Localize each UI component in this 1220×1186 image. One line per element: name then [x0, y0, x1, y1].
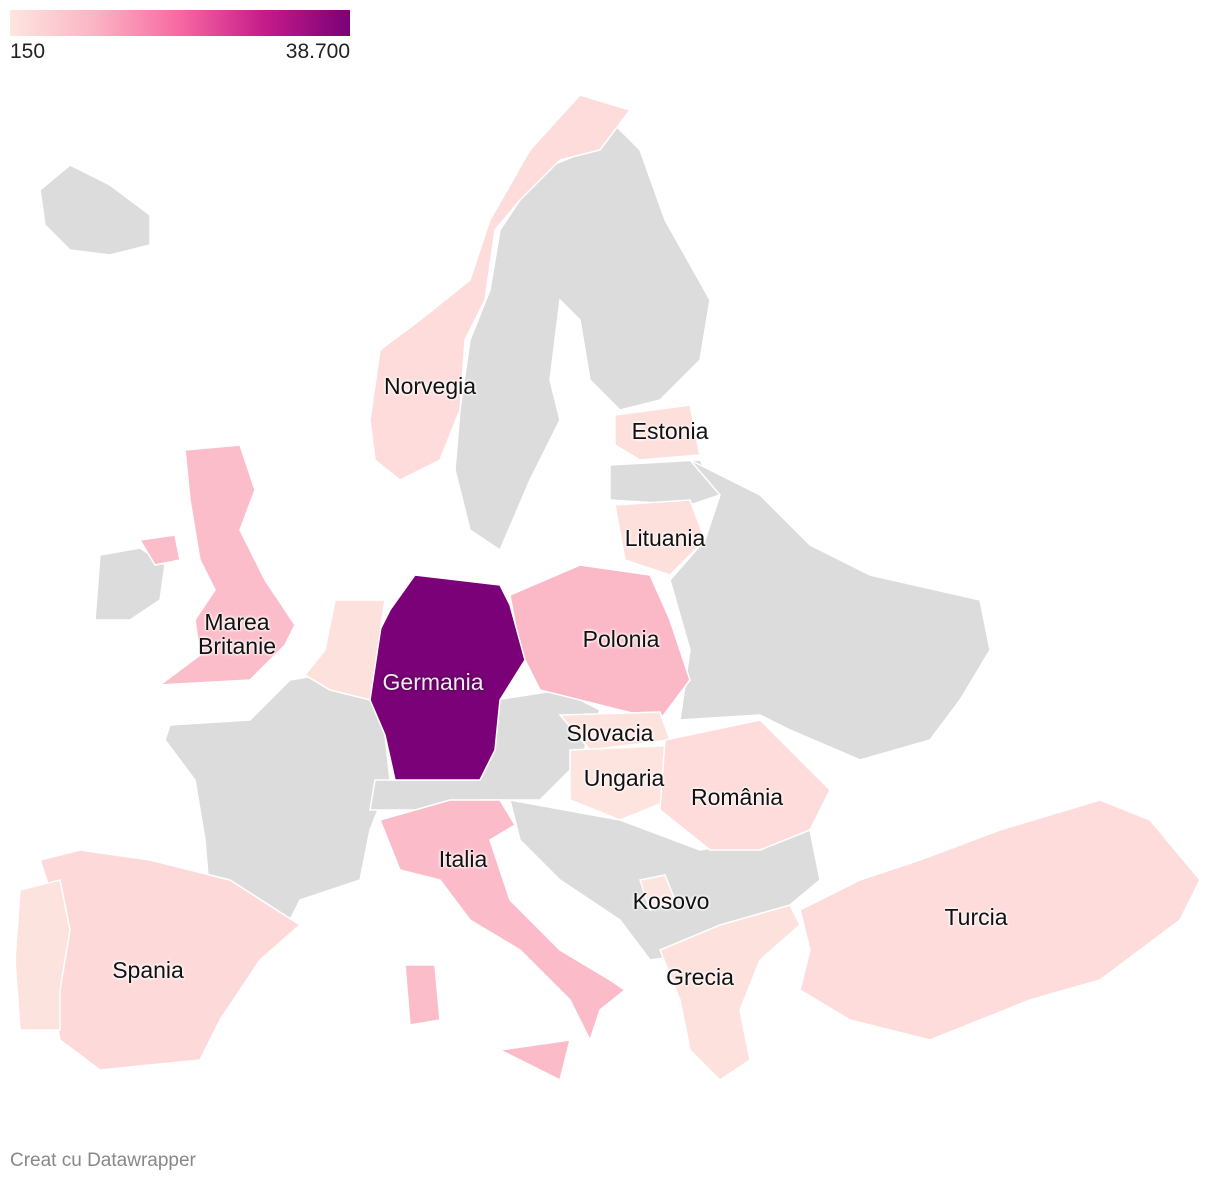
base-map	[39, 118, 991, 961]
region-label: Slovacia	[566, 720, 654, 746]
region-label: Lituania	[624, 525, 706, 551]
regions	[14, 94, 1201, 1082]
region	[14, 879, 71, 1031]
region-label: Polonia	[582, 626, 660, 652]
iceland	[39, 164, 151, 256]
region-label: România	[690, 784, 784, 810]
region	[799, 799, 1201, 1041]
eastern-europe	[669, 459, 991, 761]
region-label: Marea Britanie	[198, 609, 276, 659]
region-label: Turcia	[944, 904, 1008, 930]
region	[659, 904, 801, 1081]
region	[303, 599, 386, 701]
legend-min: 150	[10, 40, 46, 63]
region-label: Italia	[438, 846, 488, 872]
region	[497, 1039, 571, 1082]
legend-max: 38.700	[285, 40, 350, 63]
region-label: Spania	[112, 957, 184, 983]
region	[369, 94, 632, 481]
latvia	[609, 459, 722, 506]
region	[659, 719, 831, 851]
region	[404, 964, 441, 1026]
ireland	[94, 547, 166, 621]
region-label: Germania	[382, 669, 484, 695]
region	[378, 799, 627, 1042]
legend-gradient	[10, 10, 350, 36]
region	[157, 444, 296, 686]
region	[639, 874, 676, 911]
region-label: Kosovo	[632, 888, 710, 914]
region-label: Ungaria	[583, 765, 665, 791]
region	[614, 499, 706, 576]
region-label: Estonia	[631, 418, 709, 444]
region-label: Grecia	[666, 964, 734, 990]
region	[509, 564, 691, 721]
footer: Creat cu Datawrapper	[10, 1150, 196, 1171]
region	[138, 534, 181, 566]
region-label: Norvegia	[383, 373, 477, 399]
region	[614, 404, 701, 461]
region	[569, 744, 681, 821]
